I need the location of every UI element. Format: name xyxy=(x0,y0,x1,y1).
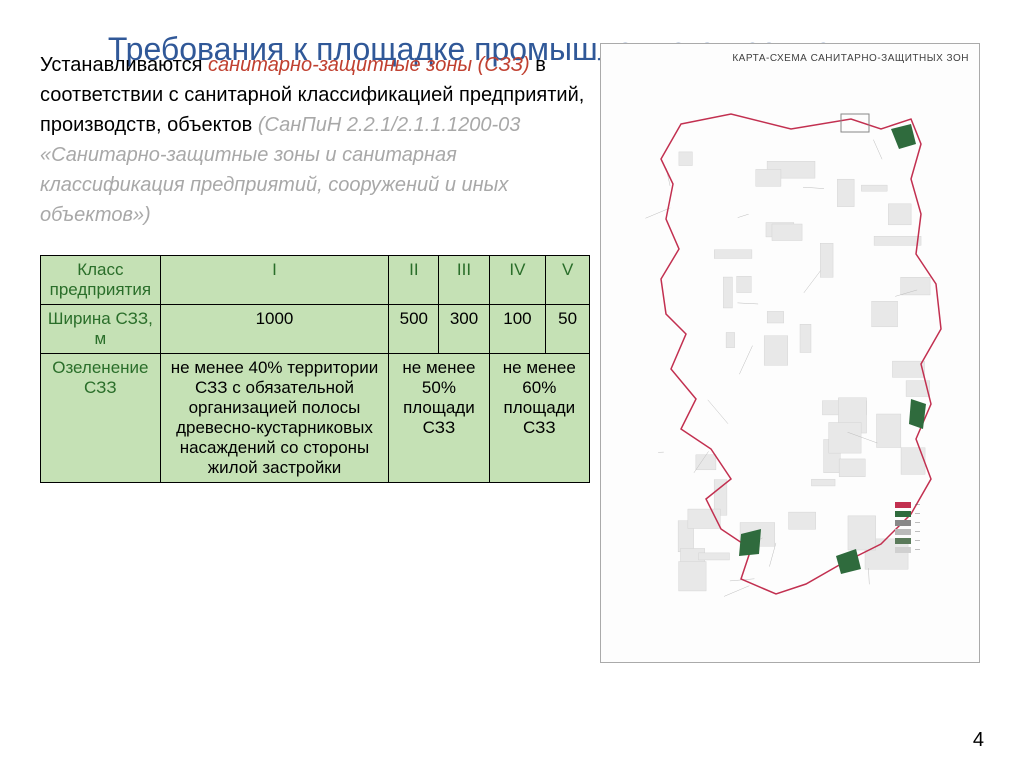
map-street xyxy=(708,400,728,424)
map-block xyxy=(679,152,692,166)
legend-text: — xyxy=(915,547,920,553)
map-block xyxy=(800,325,811,353)
map-block xyxy=(888,204,911,225)
row-label-width: Ширина СЗЗ, м xyxy=(41,305,161,354)
th-I: I xyxy=(160,256,389,305)
legend-text: — xyxy=(915,538,920,544)
map-street xyxy=(737,303,758,304)
content-row: Устанавливаются санитарно-защитные зоны … xyxy=(0,68,1024,663)
map-block xyxy=(892,362,924,378)
th-III: III xyxy=(439,256,489,305)
legend-row: — xyxy=(895,511,965,517)
green-cell-2: не менее 50% площади СЗЗ xyxy=(389,354,489,483)
map-street xyxy=(738,215,749,218)
map-block xyxy=(767,312,784,324)
width-V: 50 xyxy=(546,305,590,354)
map-texture xyxy=(645,140,930,597)
legend-row: — xyxy=(895,529,965,535)
map-block xyxy=(874,237,921,246)
width-IV: 100 xyxy=(489,305,546,354)
green-cell-3: не менее 60% площади СЗЗ xyxy=(489,354,589,483)
th-II: II xyxy=(389,256,439,305)
map-block xyxy=(699,553,730,560)
width-III: 300 xyxy=(439,305,489,354)
map-legend: — — — — — — xyxy=(895,502,965,602)
map-block xyxy=(848,516,876,550)
map-block xyxy=(837,180,854,207)
map-block xyxy=(772,224,802,241)
row-label-green: Озеленение СЗЗ xyxy=(41,354,161,483)
map-block xyxy=(764,336,788,366)
map-accent-patch xyxy=(909,399,926,429)
map-block xyxy=(714,250,752,259)
map-street xyxy=(739,346,752,375)
legend-swatch xyxy=(895,538,911,544)
legend-swatch xyxy=(895,511,911,517)
map-block xyxy=(861,186,887,192)
map-street xyxy=(769,543,776,567)
para-lead: Устанавливаются xyxy=(40,54,208,76)
para-emphasis: санитарно-защитные зоны (СЗЗ) xyxy=(208,54,530,76)
map-street xyxy=(804,271,821,293)
map-block xyxy=(872,302,898,328)
map-block xyxy=(723,277,732,308)
map-block xyxy=(789,512,816,529)
map-block xyxy=(877,414,901,448)
map-block xyxy=(756,170,781,187)
table-width-row: Ширина СЗЗ, м 1000 500 300 100 50 xyxy=(41,305,590,354)
map-accent-patch xyxy=(891,124,916,149)
legend-row: — xyxy=(895,547,965,553)
map-street xyxy=(803,188,824,189)
map-panel: КАРТА-СХЕМА САНИТАРНО-ЗАЩИТНЫХ ЗОН —————… xyxy=(600,43,980,663)
map-block xyxy=(726,333,735,348)
page-number: 4 xyxy=(973,729,984,752)
legend-text: — xyxy=(915,529,920,535)
legend-swatch xyxy=(895,529,911,535)
width-II: 500 xyxy=(389,305,439,354)
map-accent-patch xyxy=(836,549,861,574)
map-caption: КАРТА-СХЕМА САНИТАРНО-ЗАЩИТНЫХ ЗОН xyxy=(732,52,969,65)
intro-paragraph: Устанавливаются санитарно-защитные зоны … xyxy=(40,50,590,230)
th-IV: IV xyxy=(489,256,546,305)
legend-swatch xyxy=(895,502,911,508)
th-V: V xyxy=(546,256,590,305)
th-class-label: Класс предприятия xyxy=(41,256,161,305)
map-block xyxy=(811,480,835,487)
legend-row: — xyxy=(895,502,965,508)
map-block xyxy=(829,423,861,454)
map-block xyxy=(901,278,930,296)
legend-text: — xyxy=(915,502,920,508)
szz-table: Класс предприятия I II III IV V Ширина С… xyxy=(40,255,590,483)
width-I: 1000 xyxy=(160,305,389,354)
map-block xyxy=(737,277,752,293)
map-street xyxy=(873,140,882,160)
right-column: КАРТА-СХЕМА САНИТАРНО-ЗАЩИТНЫХ ЗОН —————… xyxy=(600,68,984,663)
map-street xyxy=(724,586,749,597)
legend-row: — xyxy=(895,538,965,544)
legend-text: — xyxy=(915,520,920,526)
map-block xyxy=(696,455,716,470)
table-header-row: Класс предприятия I II III IV V xyxy=(41,256,590,305)
map-block xyxy=(839,459,865,477)
legend-text: — xyxy=(915,511,920,517)
map-block xyxy=(820,244,833,278)
legend-swatch xyxy=(895,520,911,526)
left-column: Устанавливаются санитарно-защитные зоны … xyxy=(40,68,600,663)
green-cell-1: не менее 40% территории СЗЗ с обязательн… xyxy=(160,354,389,483)
table-green-row: Озеленение СЗЗ не менее 40% территории С… xyxy=(41,354,590,483)
map-block xyxy=(679,562,706,591)
map-street xyxy=(868,568,869,584)
legend-swatch xyxy=(895,547,911,553)
legend-row: — xyxy=(895,520,965,526)
